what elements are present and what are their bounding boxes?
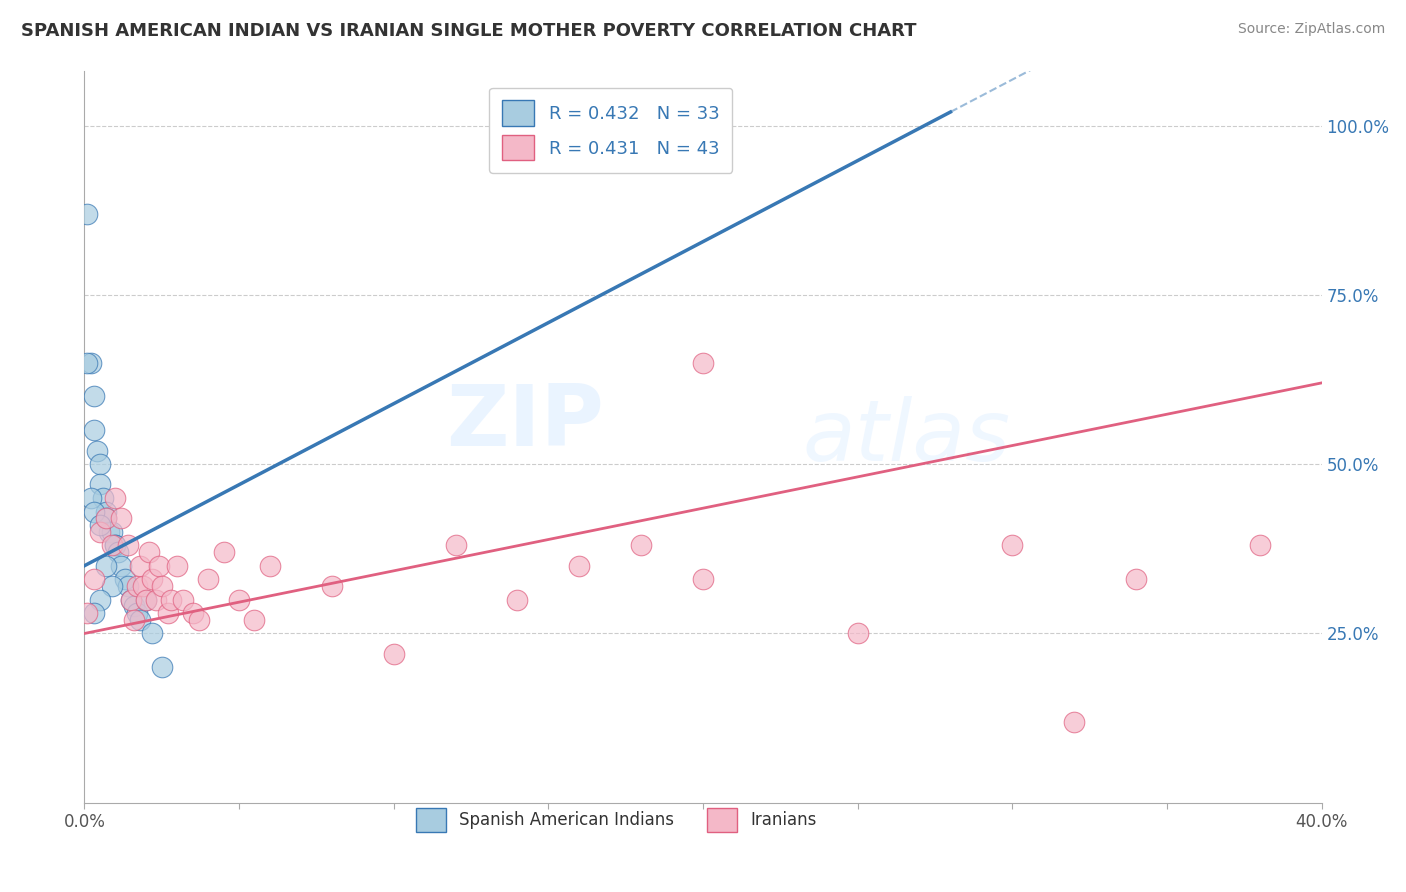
Point bbox=[101, 524, 124, 539]
Point bbox=[83, 505, 105, 519]
Point bbox=[89, 518, 111, 533]
Point bbox=[120, 592, 142, 607]
Point bbox=[228, 592, 250, 607]
Point bbox=[76, 606, 98, 620]
Point bbox=[110, 558, 132, 573]
Point bbox=[104, 538, 127, 552]
Text: SPANISH AMERICAN INDIAN VS IRANIAN SINGLE MOTHER POVERTY CORRELATION CHART: SPANISH AMERICAN INDIAN VS IRANIAN SINGL… bbox=[21, 22, 917, 40]
Point bbox=[129, 558, 152, 573]
Point bbox=[148, 558, 170, 573]
Text: atlas: atlas bbox=[801, 395, 1010, 479]
Point bbox=[89, 592, 111, 607]
Point bbox=[212, 545, 235, 559]
Point bbox=[141, 572, 163, 586]
Point bbox=[94, 558, 117, 573]
Point bbox=[83, 572, 105, 586]
Point bbox=[166, 558, 188, 573]
Point bbox=[114, 572, 136, 586]
Point bbox=[89, 457, 111, 471]
Point bbox=[846, 626, 869, 640]
Point bbox=[160, 592, 183, 607]
Point bbox=[1125, 572, 1147, 586]
Point bbox=[187, 613, 209, 627]
Point bbox=[104, 491, 127, 505]
Point bbox=[1001, 538, 1024, 552]
Point bbox=[135, 592, 157, 607]
Point bbox=[83, 389, 105, 403]
Point bbox=[692, 355, 714, 369]
Point bbox=[107, 545, 129, 559]
Point bbox=[125, 579, 148, 593]
Point bbox=[98, 524, 121, 539]
Point bbox=[135, 592, 157, 607]
Point bbox=[156, 606, 179, 620]
Point bbox=[132, 579, 155, 593]
Point bbox=[125, 606, 148, 620]
Point bbox=[76, 355, 98, 369]
Point bbox=[259, 558, 281, 573]
Point bbox=[138, 545, 160, 559]
Point bbox=[86, 443, 108, 458]
Point bbox=[94, 505, 117, 519]
Point bbox=[122, 599, 145, 614]
Point bbox=[79, 355, 101, 369]
Text: Source: ZipAtlas.com: Source: ZipAtlas.com bbox=[1237, 22, 1385, 37]
Point bbox=[117, 538, 139, 552]
Point bbox=[197, 572, 219, 586]
Point bbox=[83, 606, 105, 620]
Point bbox=[506, 592, 529, 607]
Point bbox=[94, 511, 117, 525]
Point bbox=[444, 538, 467, 552]
Point bbox=[117, 579, 139, 593]
Point bbox=[692, 572, 714, 586]
Point bbox=[89, 524, 111, 539]
Point bbox=[101, 538, 124, 552]
Point bbox=[181, 606, 204, 620]
Point bbox=[110, 511, 132, 525]
Point bbox=[94, 511, 117, 525]
Text: ZIP: ZIP bbox=[446, 381, 605, 464]
Point bbox=[382, 647, 405, 661]
Point bbox=[150, 579, 173, 593]
Point bbox=[83, 423, 105, 437]
Point bbox=[120, 592, 142, 607]
Point bbox=[122, 613, 145, 627]
Point bbox=[129, 613, 152, 627]
Point bbox=[568, 558, 591, 573]
Point bbox=[79, 491, 101, 505]
Legend: Spanish American Indians, Iranians: Spanish American Indians, Iranians bbox=[409, 801, 824, 838]
Point bbox=[101, 579, 124, 593]
Point bbox=[150, 660, 173, 674]
Point bbox=[321, 579, 343, 593]
Point bbox=[145, 592, 167, 607]
Point bbox=[104, 538, 127, 552]
Point bbox=[89, 477, 111, 491]
Point bbox=[91, 491, 114, 505]
Point bbox=[76, 206, 98, 220]
Point bbox=[630, 538, 652, 552]
Point bbox=[1249, 538, 1271, 552]
Point bbox=[172, 592, 194, 607]
Point bbox=[243, 613, 266, 627]
Point bbox=[1063, 714, 1085, 729]
Point bbox=[141, 626, 163, 640]
